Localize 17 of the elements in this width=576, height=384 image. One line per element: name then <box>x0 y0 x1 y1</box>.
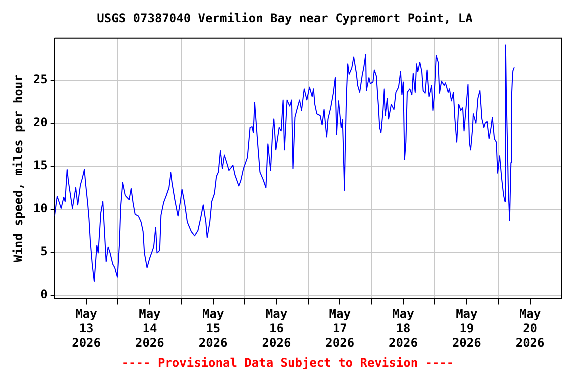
x-tick-label: May 14 2026 <box>135 307 164 350</box>
x-tick-label: May 15 2026 <box>198 307 228 350</box>
y-tick-label: 0 <box>40 287 48 302</box>
chart-title: USGS 07387040 Vermilion Bay near Cypremort Point, LA <box>97 11 474 26</box>
y-tick-label: 10 <box>33 202 48 216</box>
x-tick-label: May 13 2026 <box>72 307 101 350</box>
y-tick-label: 15 <box>33 158 48 173</box>
x-tick-label: May 17 2026 <box>326 307 355 350</box>
y-tick-label: 25 <box>33 72 48 87</box>
y-tick-label: 20 <box>33 116 48 130</box>
x-tick-label: May 18 2026 <box>389 307 418 350</box>
text: ---- Provisional Data Subject to Revision ---- <box>120 356 456 370</box>
x-tick-label: May 19 2026 <box>452 307 482 350</box>
y-tick-label: 5 <box>40 244 48 259</box>
y-axis-title: Wind speed, miles per hour <box>11 74 26 263</box>
x-tick-label: May 20 2026 <box>516 307 545 350</box>
x-tick-label: May 16 2026 <box>262 307 292 350</box>
